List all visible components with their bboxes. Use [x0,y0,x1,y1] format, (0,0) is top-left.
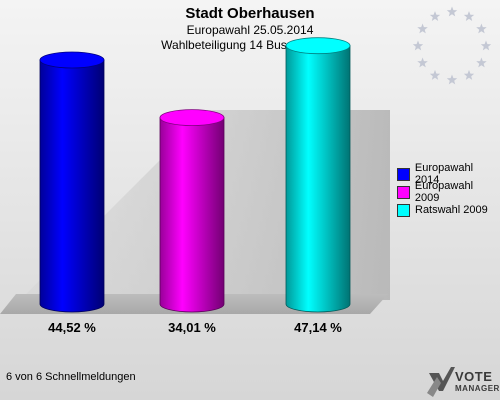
star-icon [446,6,458,17]
legend-item: Ratswahl 2009 [397,201,500,219]
star-icon [476,23,487,34]
logo-mark-icon [427,367,455,397]
value-label: 47,14 % [294,320,342,335]
legend-swatch [397,185,410,199]
legend-item: Europawahl 2014 [397,162,500,186]
bar-top [285,37,351,55]
logo-text: MANAGER [455,384,500,393]
star-icon [429,11,441,21]
bar [285,37,351,313]
star-icon [417,23,428,34]
star-icon [476,57,487,68]
legend: Europawahl 2014 Europawahl 2009 Ratswahl… [397,162,500,219]
bar-body [159,117,225,313]
logo-text: VOTE [455,369,493,384]
star-icon [480,40,492,51]
legend-label: Europawahl 2009 [414,180,474,204]
bar-top [39,51,105,69]
legend-item: Europawahl 2009 [397,180,500,204]
star-icon [417,57,428,68]
footer-status: 6 von 6 Schnellmeldungen [6,371,136,383]
star-icon [446,74,458,85]
star-icon [429,69,441,80]
chart-subtitle: Europawahl 25.05.2014 [186,23,314,37]
star-icon [412,40,424,51]
bar-body [285,45,351,313]
value-label: 44,52 % [48,320,96,335]
star-icon [463,11,475,21]
legend-swatch [397,203,410,217]
star-icon [463,69,475,80]
vote-manager-logo-icon: VOTE MANAGER [425,365,500,400]
legend-label: Europawahl 2014 [414,162,474,186]
bar [39,51,105,313]
bar [159,109,225,313]
chart-title: Stadt Oberhausen [185,5,315,22]
legend-label: Ratswahl 2009 [415,204,488,216]
value-label: 34,01 % [168,320,216,335]
bar-body [39,59,105,313]
legend-swatch [397,167,410,181]
bar-top [159,109,225,127]
eu-stars-icon [412,6,492,85]
